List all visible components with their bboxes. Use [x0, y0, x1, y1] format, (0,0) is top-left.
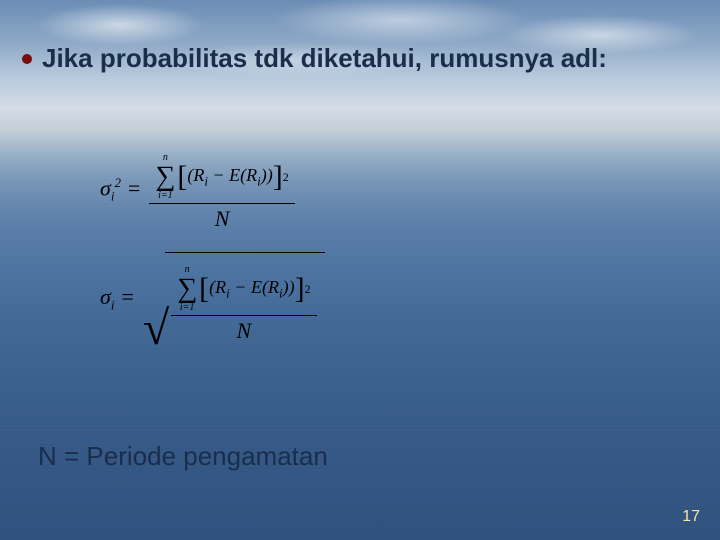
sqrt-wrap: √ n ∑ i=1 [ (Ri − E(Ri))	[143, 252, 325, 346]
page-number: 17	[682, 508, 700, 526]
bullet-text: Jika probabilitas tdk diketahui, rumusny…	[42, 42, 607, 76]
inner-expr2: (Ri − E(Ri))	[209, 277, 294, 302]
stddev-fraction: n ∑ i=1 [ (Ri − E(Ri)) ]2 N	[171, 257, 316, 346]
equals-sign: =	[121, 175, 141, 200]
var-R4: R	[268, 277, 279, 297]
variance-numerator: n ∑ i=1 [ (Ri − E(Ri)) ]2	[149, 145, 294, 204]
minus2: −	[230, 277, 251, 297]
sum-lower2: i=1	[180, 303, 195, 313]
slide-container: Jika probabilitas tdk diketahui, rumusny…	[0, 0, 720, 540]
var-R3: R	[215, 277, 226, 297]
rbracket: ]	[273, 162, 283, 192]
sum-lower: i=1	[158, 191, 173, 201]
bullet-dot-icon	[22, 54, 32, 64]
sigma-symbol: σ	[100, 175, 111, 200]
var-R2: R	[246, 165, 257, 185]
sigma-symbol2: σ	[100, 284, 111, 309]
summation-icon2: n ∑ i=1	[177, 265, 197, 313]
stddev-numerator: n ∑ i=1 [ (Ri − E(Ri)) ]2	[171, 257, 316, 316]
bracket-sq: 2	[283, 170, 289, 185]
note-text: N = Periode pengamatan	[38, 441, 328, 472]
radicand: n ∑ i=1 [ (Ri − E(Ri)) ]2 N	[165, 252, 324, 346]
variance-formula: σi2 = n ∑ i=1 [ (Ri − E(Ri)) ]2 N	[100, 145, 480, 234]
var-R: R	[193, 165, 204, 185]
variance-lhs: σi2 =	[100, 175, 141, 205]
equals-sign2: =	[114, 284, 134, 309]
var-E2: E	[251, 277, 262, 297]
minus: −	[208, 165, 229, 185]
sum-symbol: ∑	[155, 163, 175, 191]
variance-denominator: N	[209, 204, 236, 234]
variance-fraction: n ∑ i=1 [ (Ri − E(Ri)) ]2 N	[149, 145, 294, 234]
stddev-formula: σi = √ n ∑ i=1 [	[100, 252, 480, 346]
sigma-sub: i	[111, 188, 115, 203]
stddev-lhs: σi =	[100, 284, 135, 313]
sum-symbol2: ∑	[177, 275, 197, 303]
formula-area: σi2 = n ∑ i=1 [ (Ri − E(Ri)) ]2 N	[100, 145, 480, 364]
bracket-sq2: 2	[305, 282, 311, 297]
rbracket2: ]	[295, 274, 305, 304]
sum-expression2: n ∑ i=1 [ (Ri − E(Ri)) ]2	[177, 265, 310, 313]
summation-icon: n ∑ i=1	[155, 153, 175, 201]
lbracket2: [	[199, 274, 209, 304]
stddev-denominator: N	[231, 316, 258, 346]
lbracket: [	[177, 162, 187, 192]
inner-expr: (Ri − E(Ri))	[187, 165, 272, 190]
bullet-row: Jika probabilitas tdk diketahui, rumusny…	[22, 42, 690, 76]
var-E: E	[229, 165, 240, 185]
sum-expression: n ∑ i=1 [ (Ri − E(Ri)) ]2	[155, 153, 288, 201]
